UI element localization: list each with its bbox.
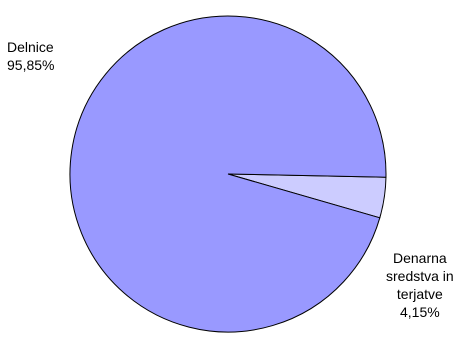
pie-slice-delnice	[69, 15, 387, 333]
slice-label-delnice-percent: 95,85%	[7, 57, 55, 73]
slice-label-delnice: Delnice 95,85%	[7, 38, 54, 74]
slice-label-denarna-line1: Denarna	[393, 250, 447, 266]
slice-label-denarna-line3: terjatve	[396, 286, 443, 302]
slice-label-denarna-sredstva: Denarna sredstva in terjatve 4,15%	[386, 249, 454, 321]
slice-label-denarna-percent: 4,15%	[400, 304, 440, 320]
slice-label-denarna-line2: sredstva in	[386, 268, 454, 284]
slice-label-delnice-name: Delnice	[7, 39, 54, 55]
